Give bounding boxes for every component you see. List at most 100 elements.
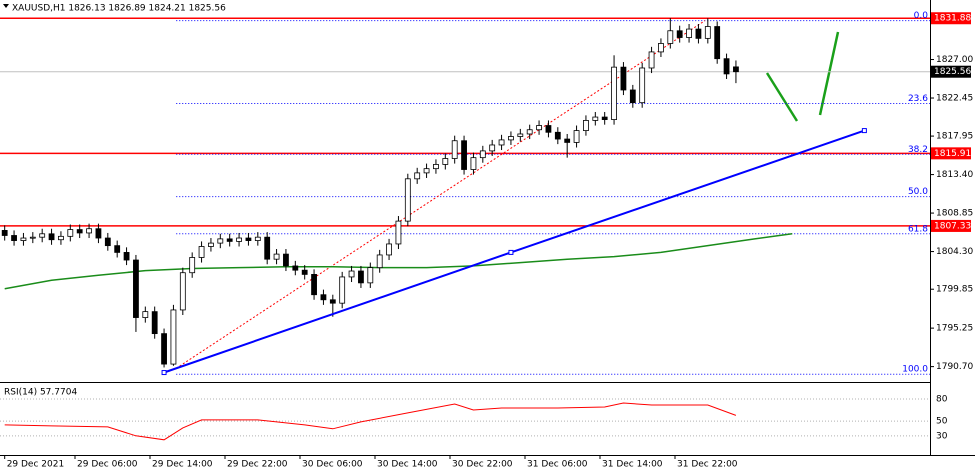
candle-body [395,220,402,245]
candle-body [667,30,674,44]
candle-body [554,131,561,140]
fib-level-label: 23.6 [908,94,928,104]
candle-body [67,229,74,237]
candle-body [254,236,261,241]
rsi-tick-label: 80 [936,395,948,405]
candle-body [629,89,636,104]
x-tick-label: 30 Dec 14:00 [377,460,438,470]
candle-body [20,237,27,241]
candle-body [601,116,608,120]
candle-body [489,144,496,152]
candle-body [226,238,233,242]
candle-body [704,26,711,39]
candle-body [311,274,317,296]
price-box [931,12,971,25]
x-tick-label: 31 Dec 22:00 [677,460,738,470]
candle-body [620,66,627,91]
candle-body [376,254,383,269]
price-box [931,219,971,232]
x-tick-label: 29 Dec 22:00 [227,460,288,470]
candle-body [283,253,289,267]
y-tick-label: 1790.70 [936,362,973,372]
x-tick-label: 29 Dec 06:00 [77,460,138,470]
fib-diagonal [175,20,706,369]
candle-body [433,164,439,170]
candle-body [714,26,721,60]
candle-body [470,157,477,170]
rsi-label: RSI(14) 57.7704 [4,388,77,398]
candle-body [29,236,36,239]
candle-body [86,228,92,234]
y-tick-label: 1804.30 [936,247,973,257]
price-label: 1831.88 [934,14,971,24]
arrow-stroke [818,31,840,116]
candle-body [142,311,149,318]
candle-body [386,243,392,256]
candle-body [179,272,186,311]
price-label: 1815.91 [934,149,971,159]
candle-body [686,28,692,38]
candle-body [301,269,308,275]
last-price-box [931,65,971,78]
candle-body [423,168,430,174]
fib-level-label: 100.0 [902,365,928,375]
candle-body [320,294,327,301]
candle-body [198,246,205,258]
candle-body [592,116,599,121]
candle-body [404,178,411,222]
trendline-point [161,370,167,376]
candle-body [264,236,271,260]
candle-body [442,158,449,165]
candle-body [1,230,8,236]
chart-header: XAUUSD,H1 1826.13 1826.89 1824.21 1825.5… [12,4,226,14]
fib-level-label: 0.0 [914,11,929,21]
x-tick-label: 31 Dec 14:00 [602,460,663,470]
candle-body [170,309,177,365]
candle-body [189,257,196,274]
arrow-stroke [765,72,799,122]
candle-body [733,66,739,73]
candle-body [358,270,364,284]
candle-body [123,252,130,261]
candle-body [58,235,64,241]
y-tick-label: 1799.85 [936,285,973,295]
menu-triangle [3,4,9,8]
candle-body [414,172,421,180]
candle-body [217,238,224,244]
candle-body [208,242,214,247]
x-tick-label: 30 Dec 22:00 [452,460,513,470]
rsi-tick-label: 30 [936,431,948,441]
candle-body [367,267,374,284]
candle-body [245,237,252,241]
candle-body [114,245,121,253]
rsi-tick-label: 50 [936,417,948,427]
candle-body [573,130,580,143]
candle-body [517,133,524,137]
candle-body [536,125,542,131]
y-tick-label: 1808.85 [936,209,973,219]
candle-body [11,235,17,241]
candle-body [133,259,139,318]
trendline-point [861,128,867,134]
y-tick-label: 1817.95 [936,132,973,142]
candle-body [95,228,102,239]
trendline-point [508,249,514,255]
candle-body [658,43,664,53]
y-tick-label: 1813.40 [936,170,973,180]
candle-body [273,253,280,260]
last-price-label: 1825.56 [934,67,971,77]
fib-level-label: 61.8 [908,224,928,234]
x-tick-label: 31 Dec 06:00 [527,460,588,470]
candle-body [583,120,589,131]
candle-body [498,139,505,146]
candle-body [461,140,467,170]
candle-body [292,265,299,271]
x-tick-label: 30 Dec 06:00 [302,460,363,470]
candle-body [329,299,336,304]
candle-body [639,67,646,104]
candle-body [508,136,514,141]
price-box [931,147,971,160]
candle-body [723,58,730,75]
